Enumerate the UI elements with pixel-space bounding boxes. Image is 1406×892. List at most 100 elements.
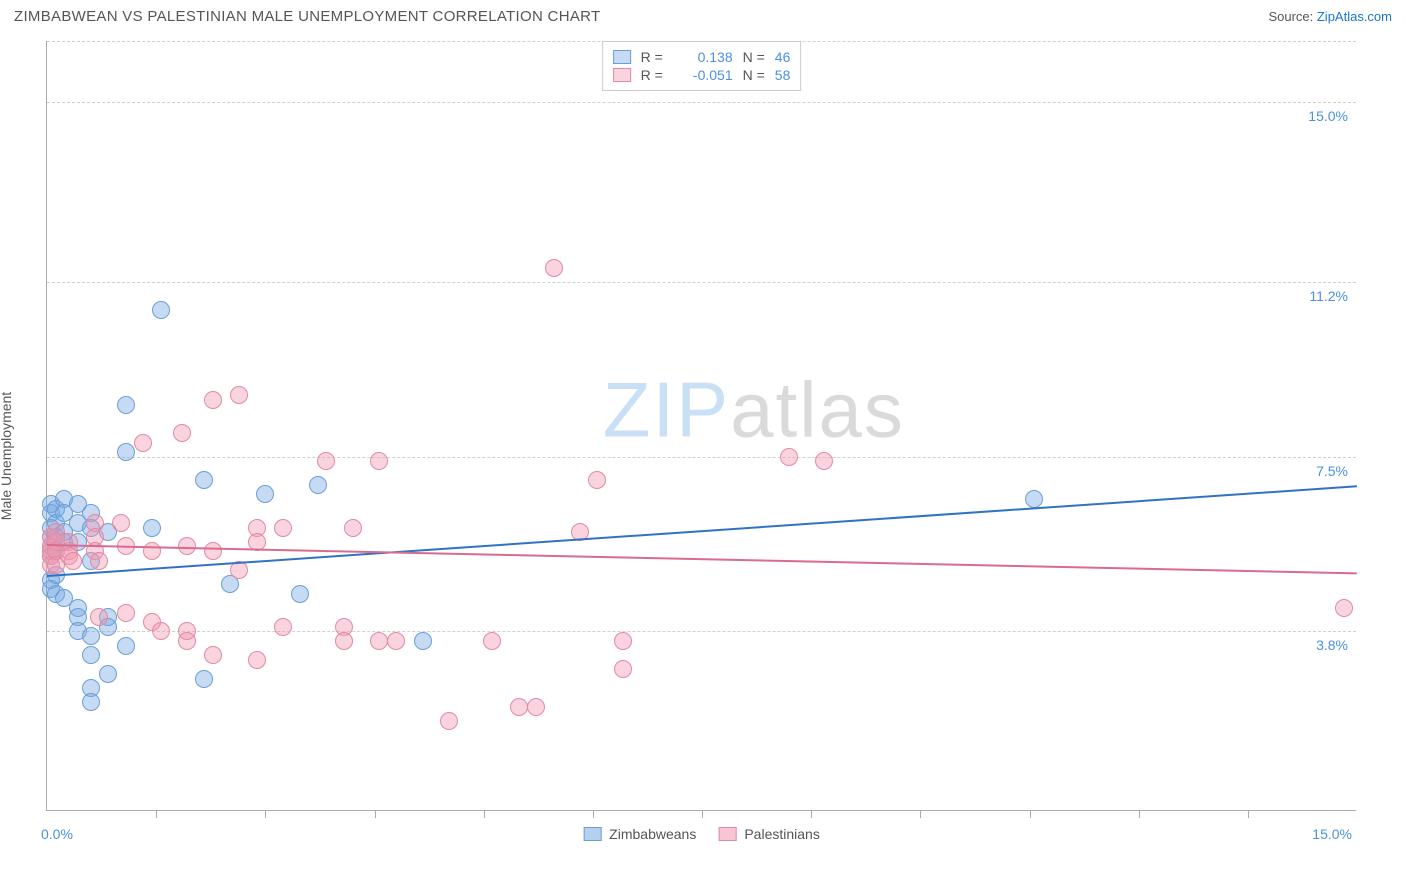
data-point (309, 476, 327, 494)
xtick (484, 810, 485, 818)
xtick (702, 810, 703, 818)
data-point (527, 698, 545, 716)
series-legend-item: Palestinians (718, 826, 820, 842)
source-prefix: Source: (1268, 9, 1316, 24)
data-point (344, 519, 362, 537)
xaxis-min-label: 0.0% (41, 826, 73, 842)
legend-swatch (583, 827, 601, 841)
data-point (274, 519, 292, 537)
data-point (248, 651, 266, 669)
ytick-label: 7.5% (1316, 463, 1348, 479)
data-point (152, 301, 170, 319)
xtick (1248, 810, 1249, 818)
r-label: R = (641, 67, 669, 83)
data-point (588, 471, 606, 489)
data-point (387, 632, 405, 650)
xtick (811, 810, 812, 818)
data-point (614, 660, 632, 678)
data-point (90, 552, 108, 570)
data-point (1335, 599, 1353, 617)
data-point (112, 514, 130, 532)
ytick-label: 15.0% (1308, 108, 1348, 124)
watermark: ZIPatlas (603, 365, 905, 456)
data-point (370, 632, 388, 650)
data-point (117, 604, 135, 622)
data-point (204, 542, 222, 560)
data-point (117, 637, 135, 655)
xtick (1030, 810, 1031, 818)
data-point (82, 646, 100, 664)
n-value: 46 (775, 49, 791, 65)
data-point (152, 622, 170, 640)
data-point (82, 693, 100, 711)
data-point (178, 632, 196, 650)
data-point (204, 646, 222, 664)
legend-row: R = -0.051 N = 58 (613, 66, 791, 84)
data-point (82, 627, 100, 645)
data-point (545, 259, 563, 277)
data-point (64, 552, 82, 570)
n-label: N = (743, 67, 765, 83)
data-point (99, 665, 117, 683)
legend-row: R = 0.138 N = 46 (613, 48, 791, 66)
data-point (414, 632, 432, 650)
data-point (291, 585, 309, 603)
data-point (117, 443, 135, 461)
xaxis-max-label: 15.0% (1312, 826, 1352, 842)
ytick-label: 3.8% (1316, 637, 1348, 653)
data-point (195, 670, 213, 688)
data-point (117, 396, 135, 414)
data-point (143, 519, 161, 537)
data-point (815, 452, 833, 470)
data-point (440, 712, 458, 730)
r-value: -0.051 (679, 67, 733, 83)
legend-swatch (613, 50, 631, 64)
data-point (510, 698, 528, 716)
trend-line (47, 485, 1357, 577)
series-legend-item: Zimbabweans (583, 826, 696, 842)
data-point (335, 632, 353, 650)
data-point (134, 434, 152, 452)
series-label: Zimbabweans (609, 826, 696, 842)
data-point (173, 424, 191, 442)
data-point (143, 542, 161, 560)
legend-swatch (718, 827, 736, 841)
series-label: Palestinians (744, 826, 820, 842)
xtick (920, 810, 921, 818)
data-point (780, 448, 798, 466)
data-point (204, 391, 222, 409)
plot-area: ZIPatlas R =0.138N =46R =-0.051N =58 Zim… (46, 41, 1356, 811)
data-point (90, 608, 108, 626)
chart-title: ZIMBABWEAN VS PALESTINIAN MALE UNEMPLOYM… (14, 8, 600, 25)
chart-header: ZIMBABWEAN VS PALESTINIAN MALE UNEMPLOYM… (0, 0, 1406, 31)
source-attribution: Source: ZipAtlas.com (1268, 9, 1392, 24)
xtick (265, 810, 266, 818)
legend-swatch (613, 68, 631, 82)
chart-container: Male Unemployment ZIPatlas R = 0.138 N = 46… (0, 31, 1406, 881)
source-link[interactable]: ZipAtlas.com (1317, 9, 1392, 24)
xtick (593, 810, 594, 818)
n-value: 58 (775, 67, 791, 83)
series-legend: Zimbabweans Palestinians (583, 826, 820, 842)
watermark-atlas: atlas (730, 366, 905, 454)
gridline (47, 282, 1356, 283)
data-point (195, 471, 213, 489)
xtick (1139, 810, 1140, 818)
data-point (230, 386, 248, 404)
r-label: R = (641, 49, 669, 65)
data-point (614, 632, 632, 650)
data-point (1025, 490, 1043, 508)
y-axis-label: Male Unemployment (0, 392, 14, 520)
data-point (274, 618, 292, 636)
gridline (47, 457, 1356, 458)
xtick (375, 810, 376, 818)
n-label: N = (743, 49, 765, 65)
xtick (156, 810, 157, 818)
gridline (47, 631, 1356, 632)
gridline (47, 102, 1356, 103)
data-point (483, 632, 501, 650)
data-point (370, 452, 388, 470)
r-value: 0.138 (679, 49, 733, 65)
data-point (317, 452, 335, 470)
ytick-label: 11.2% (1309, 288, 1348, 304)
